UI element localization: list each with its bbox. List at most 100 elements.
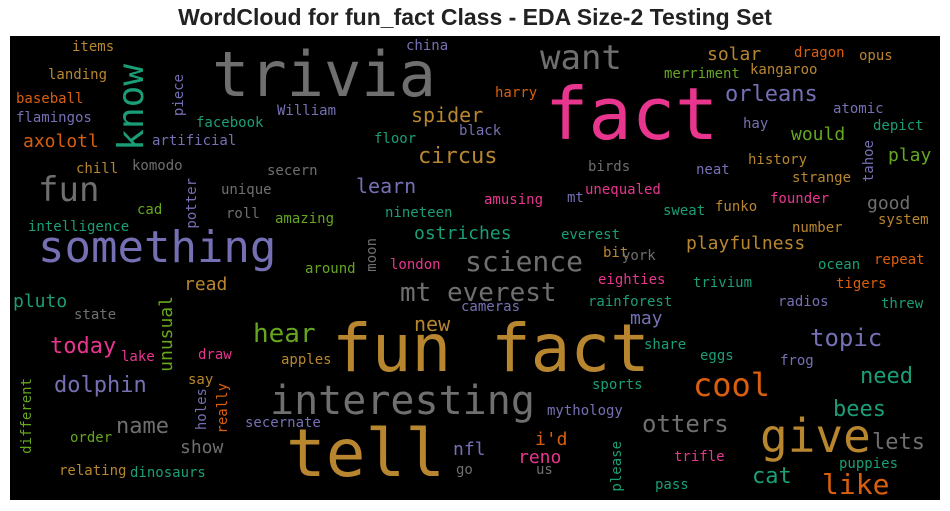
word-fun: fun bbox=[38, 170, 100, 210]
word-learn: learn bbox=[356, 174, 417, 198]
word-birds: birds bbox=[588, 159, 631, 175]
word-cool: cool bbox=[693, 366, 771, 404]
chart-title: WordCloud for fun_fact Class - EDA Size-… bbox=[178, 4, 772, 30]
word-orleans: orleans bbox=[725, 82, 818, 107]
word-pass: pass bbox=[655, 477, 689, 493]
word-tell: tell bbox=[286, 415, 445, 492]
word-relating: relating bbox=[59, 463, 127, 479]
word-frog: frog bbox=[780, 353, 814, 369]
word-want: want bbox=[540, 38, 622, 78]
word-topic: topic bbox=[810, 324, 883, 352]
word-lake: lake bbox=[121, 349, 155, 365]
word-system: system bbox=[878, 212, 929, 228]
word-bit: bit bbox=[603, 245, 629, 261]
word-potter: potter bbox=[184, 178, 200, 229]
word-please: please bbox=[609, 441, 625, 492]
word-komodo: komodo bbox=[132, 158, 183, 174]
word-threw: threw bbox=[881, 296, 924, 312]
word-lets: lets bbox=[872, 430, 925, 455]
word-strange: strange bbox=[792, 170, 852, 186]
word-tigers: tigers bbox=[836, 276, 887, 292]
word-amusing: amusing bbox=[484, 192, 544, 208]
word-new: new bbox=[414, 312, 451, 336]
word-something: something bbox=[38, 222, 277, 273]
word-london: london bbox=[390, 257, 441, 273]
word-repeat: repeat bbox=[874, 252, 925, 268]
word-number: number bbox=[792, 220, 843, 236]
word-science: science bbox=[465, 245, 584, 278]
word-fun-fact: fun fact bbox=[332, 310, 650, 387]
word-i-d: i'd bbox=[535, 429, 568, 450]
word-moon: moon bbox=[364, 238, 380, 272]
word-trivium: trivium bbox=[693, 275, 753, 291]
word-cameras: cameras bbox=[461, 299, 521, 315]
word-floor: floor bbox=[374, 131, 417, 147]
word-mythology: mythology bbox=[547, 403, 623, 419]
word-different: different bbox=[19, 378, 35, 454]
word-secernate: secernate bbox=[245, 415, 321, 431]
word-hear: hear bbox=[253, 319, 316, 349]
word-baseball: baseball bbox=[16, 91, 84, 107]
word-amazing: amazing bbox=[275, 211, 335, 227]
word-nfl: nfl bbox=[453, 439, 486, 460]
word-reno: reno bbox=[518, 447, 562, 468]
word-flamingos: flamingos bbox=[16, 110, 92, 126]
word-everest: everest bbox=[561, 227, 621, 243]
word-may: may bbox=[630, 308, 663, 329]
word-today: today bbox=[50, 334, 117, 359]
word-give: give bbox=[760, 409, 871, 463]
word-puppies: puppies bbox=[839, 456, 899, 472]
word-say: say bbox=[188, 372, 214, 388]
word-mt: mt bbox=[567, 190, 584, 206]
word-good: good bbox=[867, 193, 911, 214]
word-founder: founder bbox=[770, 191, 830, 207]
word-around: around bbox=[305, 261, 356, 277]
word-eighties: eighties bbox=[598, 272, 666, 288]
word-mt-everest: mt everest bbox=[400, 278, 557, 308]
word-merriment: merriment bbox=[664, 66, 740, 82]
word-really: really bbox=[215, 383, 231, 434]
word-unusual: unusual bbox=[156, 296, 177, 372]
word-radios: radios bbox=[778, 294, 829, 310]
word-piece: piece bbox=[171, 74, 187, 117]
word-state: state bbox=[74, 307, 117, 323]
word-roll: roll bbox=[226, 206, 260, 222]
word-interesting: interesting bbox=[270, 378, 535, 424]
word-tahoe: tahoe bbox=[861, 140, 877, 183]
word-china: china bbox=[406, 38, 449, 54]
word-cat: cat bbox=[752, 464, 792, 489]
word-draw: draw bbox=[198, 347, 232, 363]
word-name: name bbox=[116, 414, 169, 439]
word-sweat: sweat bbox=[663, 203, 706, 219]
word-trifle: trifle bbox=[674, 449, 725, 465]
word-items: items bbox=[72, 39, 115, 55]
word-cloud-canvas: fact fun fact tell trivia something give inter… bbox=[10, 36, 940, 500]
word-us: us bbox=[536, 462, 553, 478]
word-secern: secern bbox=[267, 163, 318, 179]
word-know: know bbox=[111, 64, 152, 151]
word-kangaroo: kangaroo bbox=[750, 62, 818, 78]
word-like: like bbox=[822, 468, 890, 500]
word-ostriches: ostriches bbox=[414, 223, 512, 244]
word-axolotl: axolotl bbox=[23, 131, 99, 152]
word-spider: spider bbox=[411, 103, 484, 127]
word-dinosaurs: dinosaurs bbox=[130, 465, 206, 481]
word-artificial: artificial bbox=[152, 133, 237, 149]
word-pluto: pluto bbox=[13, 291, 68, 312]
word-would: would bbox=[791, 124, 846, 145]
word-funko: funko bbox=[715, 199, 758, 215]
word-unequaled: unequaled bbox=[585, 182, 661, 198]
word-otters: otters bbox=[642, 410, 729, 438]
word-bees: bees bbox=[833, 397, 886, 422]
word-chill: chill bbox=[76, 161, 119, 177]
word-york: york bbox=[622, 248, 656, 264]
word-unique: unique bbox=[221, 182, 272, 198]
word-need: need bbox=[860, 364, 913, 389]
word-landing: landing bbox=[48, 67, 108, 83]
word-opus: opus bbox=[859, 48, 893, 64]
word-show: show bbox=[180, 437, 224, 458]
word-sports: sports bbox=[592, 377, 643, 393]
word-black: black bbox=[459, 123, 502, 139]
word-cad: cad bbox=[137, 202, 163, 218]
word-history: history bbox=[748, 152, 808, 168]
